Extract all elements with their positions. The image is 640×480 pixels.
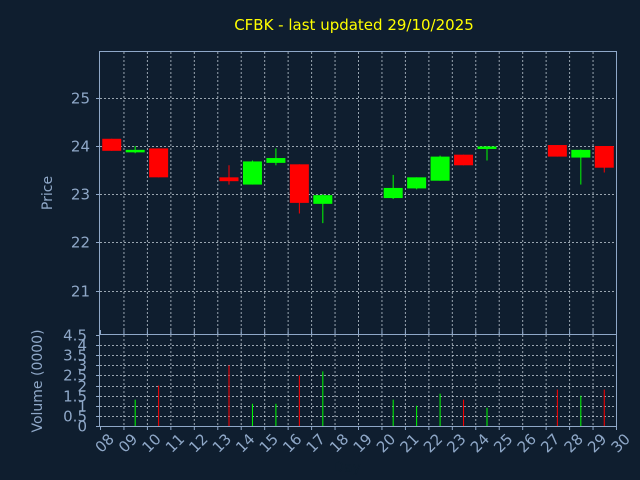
x-tick-label: 08 <box>92 430 118 456</box>
volume-tick-label: 1 <box>77 398 87 416</box>
volume-panel: 00.511.522.533.544.5 <box>63 327 617 436</box>
price-tick-label: 22 <box>71 234 90 252</box>
candle-body <box>477 146 497 149</box>
candle-body <box>242 161 262 185</box>
volume-axis-ticks: 00.511.522.533.544.5 <box>63 327 100 436</box>
candle-body <box>289 164 309 203</box>
x-tick-label: 27 <box>537 430 563 456</box>
price-grid <box>100 52 617 334</box>
candle-body <box>430 156 450 181</box>
volume-tick-label: 0 <box>77 418 87 436</box>
candle-body <box>547 145 567 157</box>
volume-bars <box>134 365 605 426</box>
volume-grid <box>100 335 617 430</box>
candle-body <box>594 146 614 168</box>
x-tick-label: 13 <box>209 430 235 456</box>
volume-tick-label: 4 <box>77 337 87 355</box>
price-tick-label: 21 <box>71 283 90 301</box>
candle-body <box>571 149 591 158</box>
volume-tick-label: 4.5 <box>63 327 87 345</box>
x-tick-label: 30 <box>608 430 634 456</box>
volume-tick-label: 3.5 <box>63 347 87 365</box>
candle-body <box>383 187 403 199</box>
x-tick-label: 16 <box>279 430 305 456</box>
volume-axis-label: Volume (0000) <box>30 329 46 432</box>
chart-title: CFBK - last updated 29/10/2025 <box>234 16 474 34</box>
volume-tick-label: 2 <box>77 378 87 396</box>
price-panel: 21 22 23 24 25 <box>71 51 617 335</box>
x-tick-label: 19 <box>350 430 376 456</box>
x-tick-label: 11 <box>162 430 188 456</box>
x-axis-ticks: 0809101112131415161718192021222324252627… <box>92 430 634 456</box>
x-tick-label: 21 <box>396 430 422 456</box>
volume-tick-label: 1.5 <box>63 388 87 406</box>
x-tick-label: 22 <box>420 430 446 456</box>
price-candles <box>102 138 614 224</box>
x-tick-label: 24 <box>467 430 493 456</box>
candle-body <box>102 138 122 151</box>
x-tick-label: 10 <box>138 430 164 456</box>
x-tick-label: 20 <box>373 430 399 456</box>
volume-tick-label: 2.5 <box>63 367 87 385</box>
y-axis-label: Price <box>40 176 56 210</box>
x-axis-label: Day <box>333 460 361 476</box>
x-tick-label: 23 <box>443 430 469 456</box>
price-axis-ticks: 21 22 23 24 25 <box>71 90 100 301</box>
x-tick-label: 29 <box>584 430 610 456</box>
x-tick-label: 18 <box>326 430 352 456</box>
candle-body <box>454 154 474 166</box>
candle-body <box>149 148 169 178</box>
candle-body <box>219 177 239 182</box>
candle-body <box>266 158 286 163</box>
volume-plot-frame <box>99 334 617 427</box>
x-tick-label: 25 <box>490 430 516 456</box>
candle-body <box>407 177 427 189</box>
volume-tick-label: 0.5 <box>63 408 87 426</box>
x-tick-label: 15 <box>256 430 282 456</box>
price-tick-label: 23 <box>71 186 90 204</box>
price-tick-label: 25 <box>71 90 90 108</box>
x-tick-label: 26 <box>514 430 540 456</box>
candle-body <box>313 195 333 204</box>
price-tick-label: 24 <box>71 138 90 156</box>
x-tick-label: 09 <box>115 430 141 456</box>
x-tick-label: 12 <box>185 430 211 456</box>
x-tick-label: 14 <box>232 430 258 456</box>
candle-body <box>125 149 145 153</box>
x-tick-label: 28 <box>561 430 587 456</box>
x-tick-label: 17 <box>303 430 329 456</box>
volume-tick-label: 3 <box>77 357 87 375</box>
